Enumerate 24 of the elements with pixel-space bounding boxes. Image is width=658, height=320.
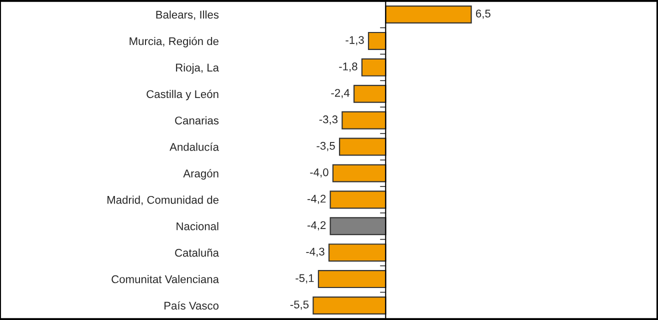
y-tick-label: Cataluña	[175, 248, 219, 257]
y-tick-label: Castilla y León	[146, 90, 218, 100]
y-tick-label: Rioja, La	[176, 63, 219, 74]
data-label: -2,4	[331, 88, 350, 98]
data-label: -1,8	[339, 62, 358, 72]
data-label: -4,3	[306, 248, 324, 257]
data-label: -5,5	[290, 300, 309, 310]
data-label: -3,5	[316, 142, 335, 152]
y-tick-label: Nacional	[176, 222, 218, 230]
data-label: 6,5	[476, 10, 490, 19]
data-label: -1,3	[346, 36, 364, 46]
y-tick-label: Comunitat Valenciana	[112, 275, 219, 284]
y-tick-label: Canarias	[175, 116, 219, 124]
data-label: -5,1	[296, 274, 314, 284]
y-tick-label: País Vasco	[164, 301, 219, 310]
data-label: -4,2	[308, 194, 326, 204]
data-label: -4,2	[308, 221, 326, 230]
data-label: -4,0	[310, 168, 328, 178]
y-tick-label: Madrid, Comunidad de	[107, 196, 218, 206]
data-label: -3,3	[319, 115, 338, 125]
y-tick-label: Andalucía	[170, 142, 219, 151]
y-tick-label: Aragón	[183, 169, 218, 180]
y-tick-label: Murcia, Región de	[130, 36, 218, 48]
y-tick-label: Balears, Illes	[156, 10, 219, 20]
